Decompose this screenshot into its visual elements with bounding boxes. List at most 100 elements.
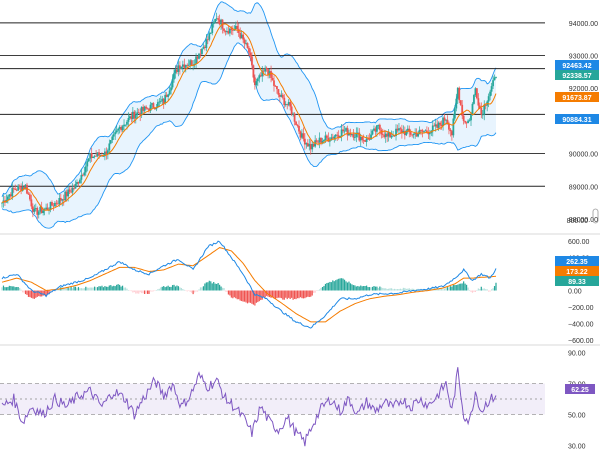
candle-body (452, 118, 455, 136)
candle-body (495, 77, 497, 78)
candle-body (331, 137, 334, 139)
macd-histogram-bar (326, 282, 328, 291)
candle-body (396, 128, 399, 131)
macd-histogram-bar (36, 290, 38, 297)
macd-histogram-bar (23, 290, 25, 293)
macd-histogram-bar (355, 286, 357, 291)
candle-body (173, 73, 175, 80)
candle-body (308, 144, 311, 147)
macd-histogram-bar (330, 282, 332, 291)
candle-body (92, 156, 95, 159)
candle-body (418, 129, 421, 134)
candle-body (349, 133, 352, 136)
macd-histogram-bar (80, 288, 82, 291)
candle-body (289, 102, 292, 107)
macd-histogram-bar (252, 290, 255, 305)
candle-body (425, 130, 428, 133)
candle-body (428, 133, 431, 135)
candle-body (77, 182, 80, 184)
rsi-axis-tick: 50.00 (568, 412, 586, 419)
candle-body (470, 115, 472, 121)
candle-body (199, 53, 202, 55)
macd-histogram-bar (27, 290, 30, 297)
macd-histogram-bar (270, 290, 272, 298)
candle-body (367, 138, 369, 140)
macd-histogram-bar (46, 290, 49, 295)
candle-body (381, 134, 384, 136)
candle-body (417, 133, 419, 137)
candle-body (146, 108, 149, 110)
macd-histogram-bar (367, 287, 369, 291)
candle-body (158, 101, 161, 103)
candle-body (190, 60, 193, 66)
macd-histogram-bar (213, 281, 215, 291)
candle-body (278, 94, 281, 97)
macd-histogram-bar (155, 290, 157, 291)
candle-body (120, 126, 122, 131)
candle-body (411, 134, 414, 136)
candle-body (133, 111, 136, 119)
macd-histogram-bar (443, 288, 446, 291)
candle-body (348, 133, 350, 136)
macd-histogram-bar (74, 286, 77, 291)
candle-body (492, 80, 494, 87)
macd-histogram-bar (410, 289, 412, 291)
candle-body (206, 39, 209, 41)
candle-body (27, 193, 30, 195)
candle-body (359, 136, 362, 141)
macd-histogram-bar (389, 288, 391, 291)
macd-histogram-bar (16, 287, 18, 291)
candle-body (406, 128, 409, 131)
price-axis-tick: 93000.00 (569, 54, 598, 61)
macd-histogram-bar (464, 283, 466, 291)
macd-histogram-bar (408, 288, 410, 291)
macd-histogram-bar (298, 290, 300, 299)
macd-histogram-bar (279, 290, 281, 298)
macd-histogram-bar (411, 288, 413, 291)
candle-body (474, 88, 477, 96)
macd-histogram-bar (342, 278, 344, 291)
macd-histogram-bar (467, 287, 469, 291)
macd-histogram-bar (251, 290, 253, 304)
candle-body (459, 100, 462, 105)
macd-histogram-bar (42, 290, 44, 296)
candle-body (106, 150, 109, 155)
candle-body (203, 46, 206, 48)
candle-body (21, 187, 24, 192)
macd-histogram-bar (249, 290, 252, 303)
macd-histogram-bar (189, 290, 191, 292)
candle-body (493, 77, 496, 81)
macd-histogram-bar (142, 290, 144, 294)
candle-body (465, 122, 468, 124)
macd-histogram-bar (248, 290, 250, 303)
rsi-tag-value: 62.25 (571, 387, 589, 394)
macd-histogram-bar (88, 287, 90, 291)
macd-histogram-bar (405, 288, 407, 291)
macd-histogram-bar (383, 288, 385, 291)
candle-body (362, 139, 365, 141)
candle-body (134, 114, 137, 119)
macd-histogram-bar (85, 286, 87, 291)
macd-histogram-bar (358, 286, 360, 291)
macd-histogram-bar (255, 290, 257, 303)
macd-histogram-bar (377, 287, 379, 291)
macd-histogram-bar (485, 289, 487, 291)
candle-body (320, 137, 322, 143)
candle-body (231, 29, 234, 31)
macd-histogram-bar (493, 286, 496, 291)
candle-body (148, 108, 150, 112)
candle-body (145, 106, 147, 109)
macd-histogram-bar (71, 288, 74, 291)
macd-histogram-bar (468, 290, 471, 291)
macd-histogram-bar (257, 290, 259, 303)
macd-histogram-bar (217, 283, 219, 291)
candle-body (262, 70, 265, 72)
candle-body (342, 129, 344, 132)
macd-histogram-bar (246, 290, 249, 304)
candle-body (214, 18, 217, 23)
macd-histogram-bar (352, 285, 354, 291)
macd-histogram-bar (299, 290, 302, 298)
candle-body (140, 106, 143, 116)
candle-body (311, 143, 314, 150)
candle-body (18, 185, 21, 187)
